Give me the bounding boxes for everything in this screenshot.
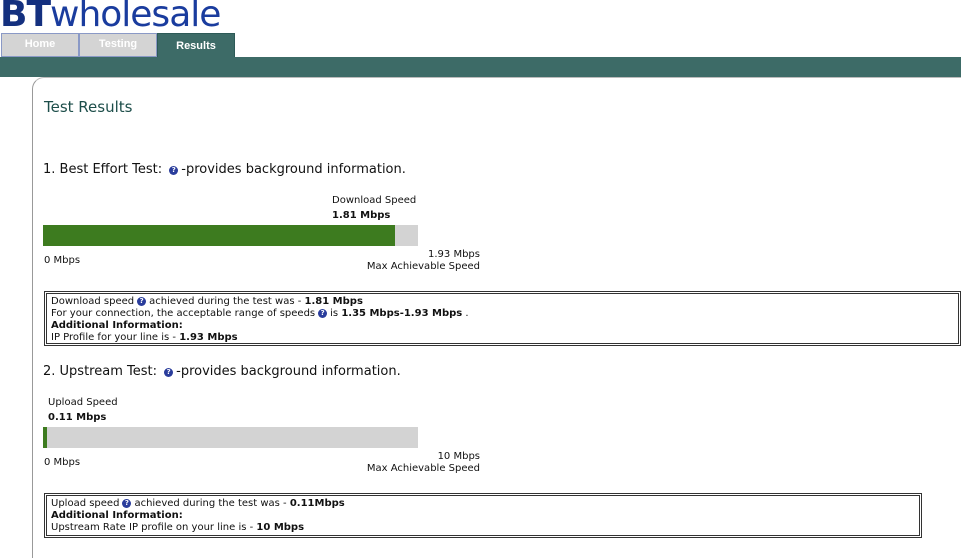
info-text: achieved during the test was - — [134, 498, 287, 509]
logo-bt: BT — [0, 0, 51, 35]
logo-text: wholesale — [50, 0, 221, 35]
max-label: 1.93 Mbps — [428, 249, 480, 260]
heading-text: 1. Best Effort Test: — [43, 162, 163, 177]
max-label: 10 Mbps — [437, 451, 480, 462]
tab[interactable]: Results — [157, 33, 235, 58]
speed-bar — [43, 427, 48, 448]
content-panel — [32, 77, 961, 558]
max-caption: Max Achievable Speed — [366, 261, 480, 272]
info-box: Download speed? achieved during the test … — [44, 291, 961, 346]
help-icon[interactable]: ? — [164, 368, 174, 377]
speed-label: Download Speed — [332, 195, 417, 206]
info-box: Upload speed? achieved during the test wa… — [44, 493, 922, 538]
info-value: 1.93 Mbps — [179, 332, 238, 343]
info-text: IP Profile for your line is - — [51, 332, 177, 343]
info-value: 1.81 Mbps — [304, 296, 363, 307]
help-icon[interactable]: ? — [169, 166, 179, 175]
logo: BTwholesale — [0, 0, 221, 35]
info-text: is — [330, 308, 339, 319]
info-text: Download speed — [51, 296, 135, 307]
help-icon[interactable]: ? — [318, 309, 328, 318]
heading-suffix: -provides background information. — [176, 364, 401, 379]
speed-track — [43, 225, 418, 246]
speed-value: 0.11 Mbps — [48, 412, 107, 423]
section-heading: 2. Upstream Test: ? -provides background … — [43, 364, 401, 379]
tab[interactable]: Testing — [79, 33, 157, 57]
info-value: 10 Mbps — [256, 522, 305, 533]
section-heading: 1. Best Effort Test: ? -provides backgrou… — [43, 162, 406, 177]
info-text: Upstream Rate IP profile on your line is… — [51, 522, 254, 533]
info-text: achieved during the test was - — [149, 296, 302, 307]
min-label: 0 Mbps — [44, 457, 81, 468]
min-label: 0 Mbps — [44, 255, 81, 266]
info-value: 1.35 Mbps-1.93 Mbps — [341, 308, 463, 319]
speed-label: Upload Speed — [48, 397, 118, 408]
max-caption: Max Achievable Speed — [366, 463, 480, 474]
tab[interactable]: Home — [1, 33, 79, 57]
heading-text: 2. Upstream Test: — [43, 364, 157, 379]
page-title: Test Results — [44, 98, 133, 116]
speed-bar — [43, 225, 395, 246]
help-icon[interactable]: ? — [137, 297, 147, 306]
info-text: Upload speed — [51, 498, 120, 509]
info-text: . — [465, 308, 469, 319]
heading-suffix: -provides background information. — [181, 162, 406, 177]
info-text: For your connection, the acceptable rang… — [51, 308, 316, 319]
help-icon[interactable]: ? — [122, 499, 132, 508]
info-heading: Additional Information: — [51, 510, 183, 521]
speed-value: 1.81 Mbps — [332, 210, 391, 221]
info-value: 0.11Mbps — [289, 498, 345, 509]
speed-track — [43, 427, 418, 448]
info-heading: Additional Information: — [51, 320, 183, 331]
nav-band — [0, 57, 961, 77]
